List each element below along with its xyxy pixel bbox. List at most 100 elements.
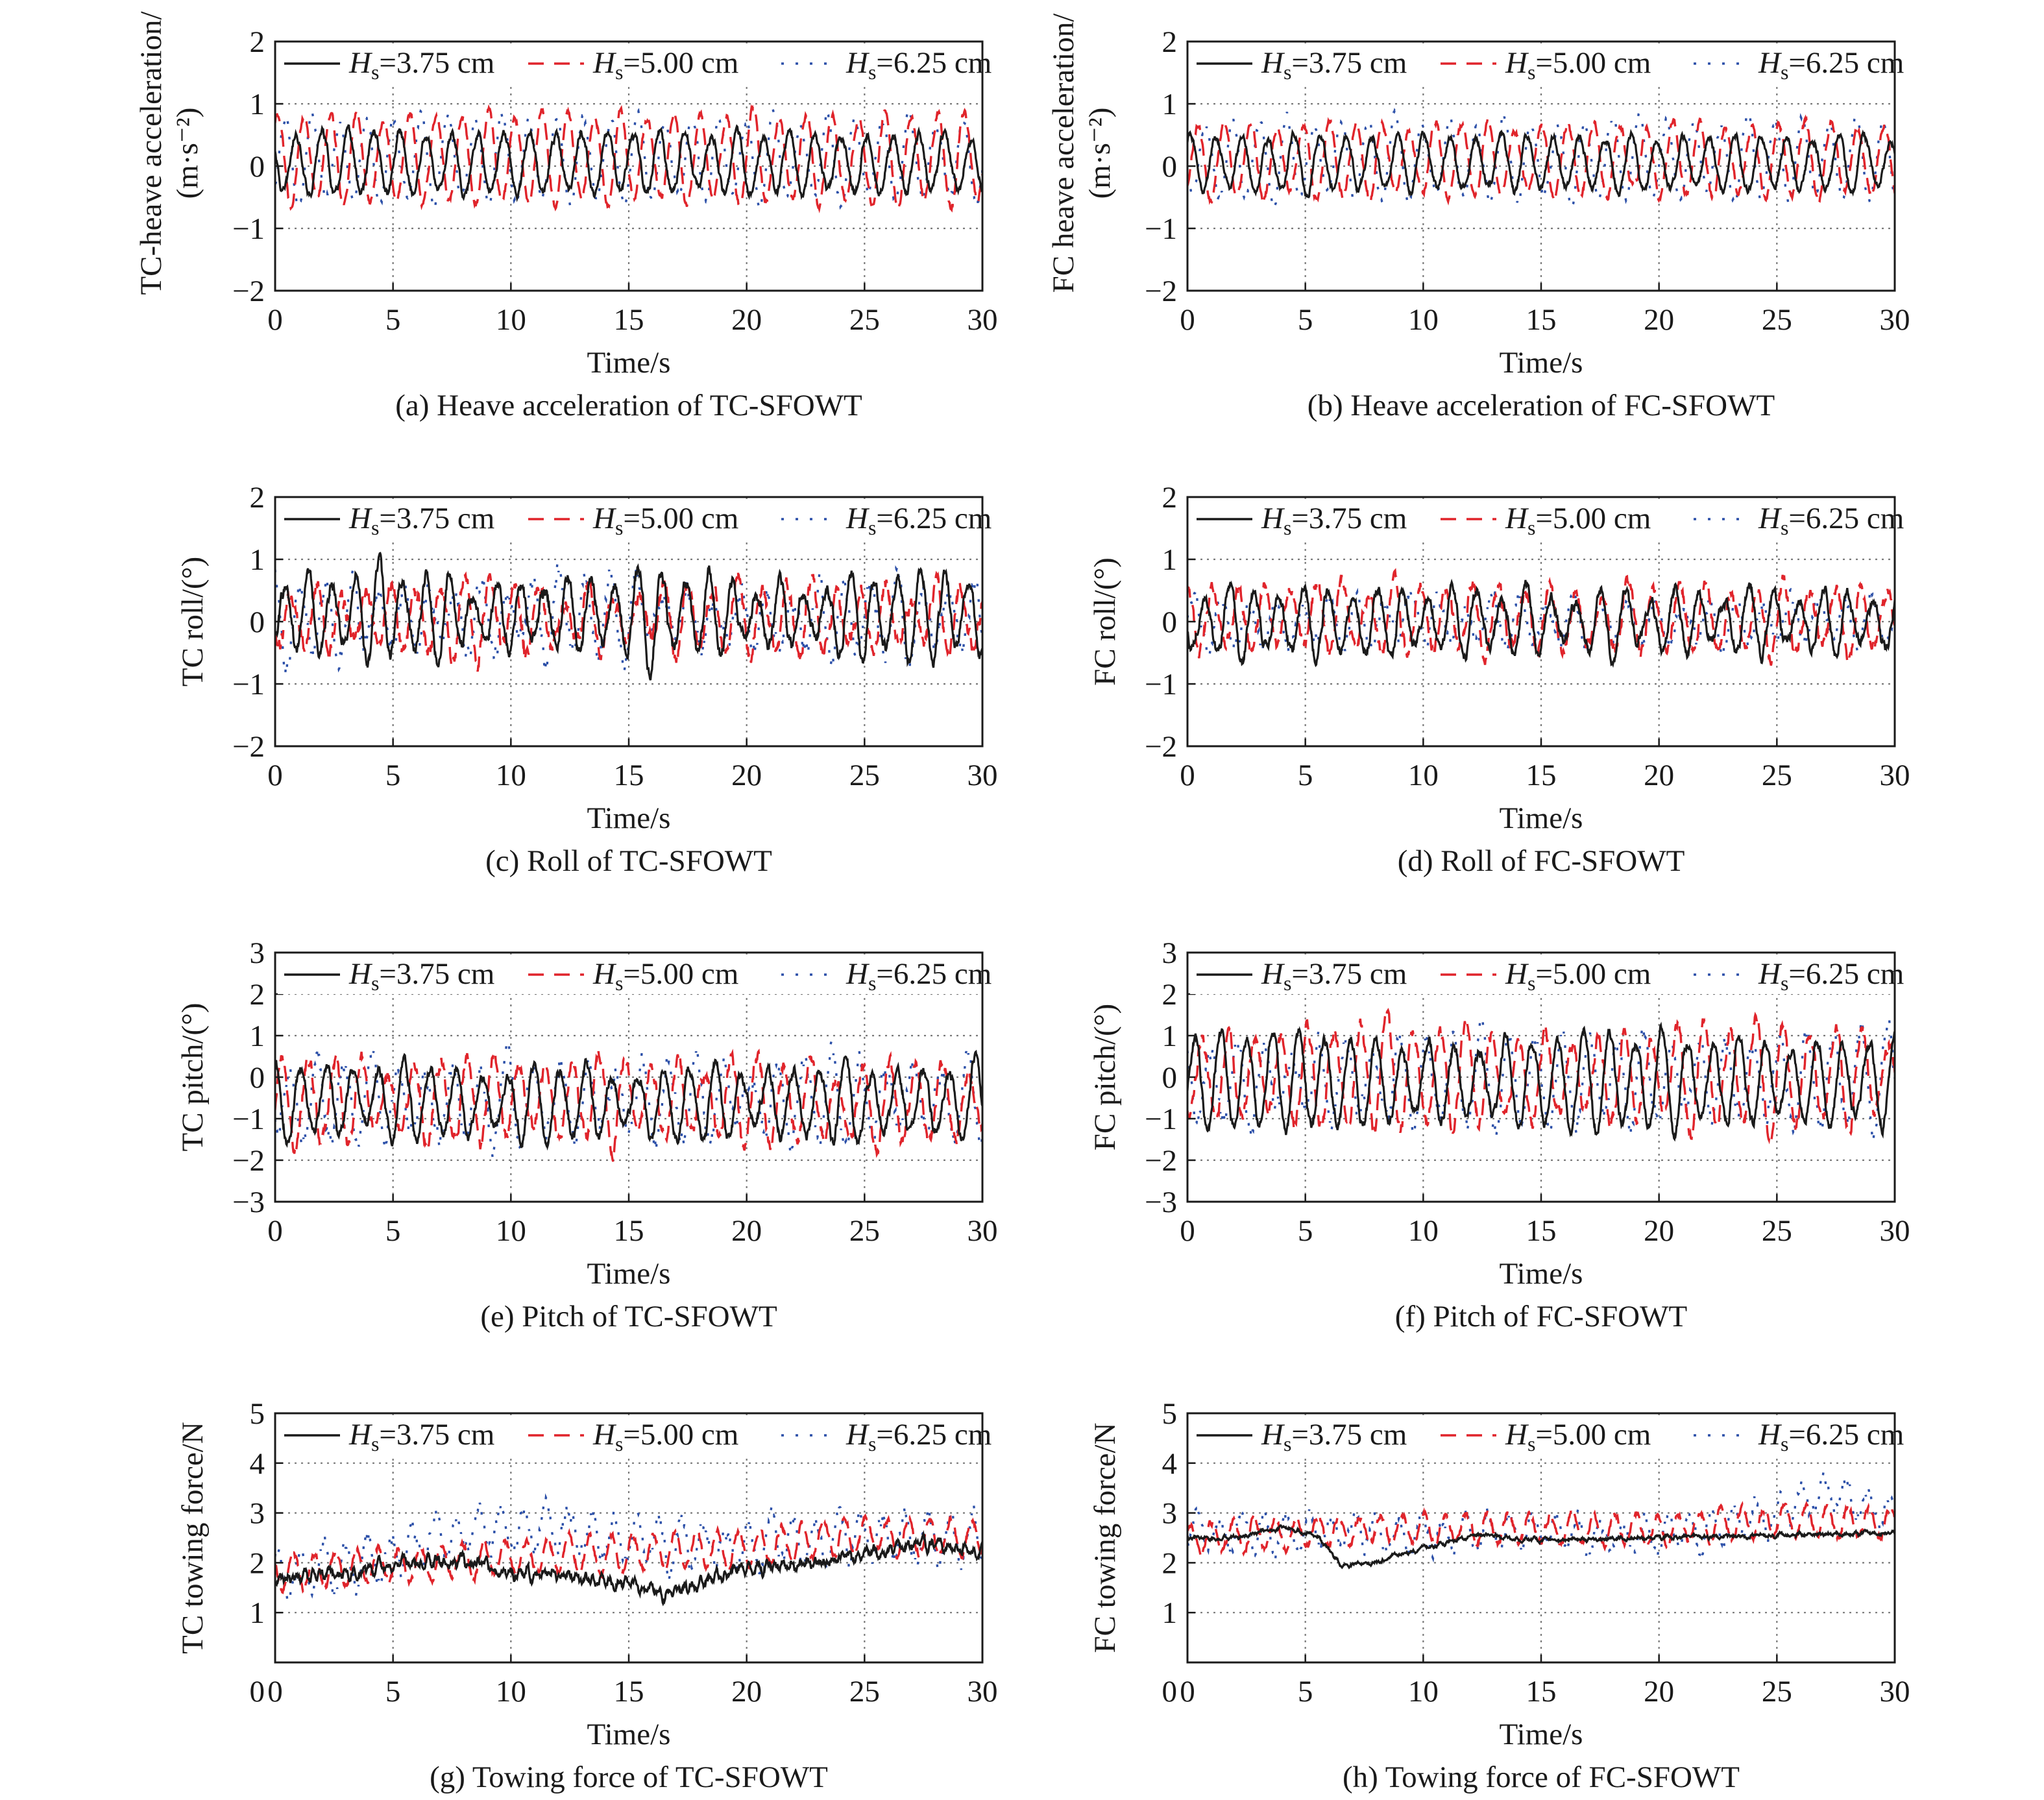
- legend-entry-3: Hs=6.25 cm: [846, 502, 992, 539]
- legend-entry-1: Hs=3.75 cm: [348, 502, 494, 539]
- x-tick-label: 25: [1762, 1214, 1792, 1248]
- y-tick-label: 4: [1162, 1447, 1178, 1481]
- legend-subscript: s: [1284, 1432, 1291, 1455]
- y-tick-label: 1: [250, 88, 265, 121]
- x-axis-label: Time/s: [587, 1257, 671, 1291]
- legend-subscript: s: [1781, 516, 1788, 539]
- legend-value: =5.00 cm: [1535, 502, 1651, 535]
- x-tick-label: 30: [1880, 1675, 1910, 1709]
- x-tick-label: 20: [731, 1675, 762, 1709]
- legend-subscript: s: [615, 60, 623, 84]
- series-line-1: [1187, 1524, 1895, 1570]
- panel-caption: (h) Towing force of FC-SFOWT: [1343, 1760, 1740, 1794]
- legend-value: =5.00 cm: [1535, 1418, 1651, 1452]
- x-tick-label: 30: [967, 1675, 998, 1709]
- x-tick-label: 5: [385, 1214, 401, 1248]
- legend-value: =6.25 cm: [876, 46, 992, 80]
- x-tick-label: 10: [496, 1675, 526, 1709]
- x-tick-label: 20: [731, 1214, 762, 1248]
- legend-entry-2: Hs=5.00 cm: [1505, 957, 1651, 995]
- x-axis-label: Time/s: [587, 346, 671, 380]
- y-tick-label: 3: [1162, 936, 1178, 970]
- x-tick-label: 20: [1644, 303, 1674, 337]
- y-tick-label: 0: [250, 150, 265, 184]
- x-tick-label: 25: [1762, 303, 1792, 337]
- x-tick-label: 10: [1408, 759, 1439, 792]
- panel-caption: (c) Roll of TC-SFOWT: [485, 844, 772, 878]
- panel-caption: (g) Towing force of TC-SFOWT: [430, 1760, 828, 1794]
- y-tick-label: 4: [250, 1447, 265, 1481]
- x-tick-label: 15: [614, 303, 644, 337]
- legend-symbol: H: [1261, 1418, 1285, 1452]
- legend-subscript: s: [1781, 971, 1788, 995]
- legend-symbol: H: [1758, 1418, 1782, 1452]
- legend-subscript: s: [615, 516, 623, 539]
- legend-symbol: H: [1758, 957, 1782, 991]
- x-tick-label: 10: [496, 1214, 526, 1248]
- legend-symbol: H: [1505, 46, 1529, 80]
- legend-subscript: s: [1527, 60, 1535, 84]
- legend-subscript: s: [868, 516, 876, 539]
- y-tick-label: 2: [250, 25, 265, 59]
- y-tick-label: 1: [250, 1596, 265, 1630]
- legend-symbol: H: [348, 502, 373, 535]
- legend-subscript: s: [1781, 60, 1788, 84]
- panel-caption: (b) Heave acceleration of FC-SFOWT: [1308, 389, 1775, 422]
- y-tick-label: 5: [250, 1397, 265, 1431]
- series-line-2: [1187, 1500, 1895, 1557]
- legend-value: =3.75 cm: [1291, 502, 1407, 535]
- x-tick-label: 15: [1526, 303, 1557, 337]
- x-tick-label: 30: [967, 303, 998, 337]
- legend-entry-2: Hs=5.00 cm: [1505, 46, 1651, 84]
- y-tick-label: 1: [1162, 1019, 1178, 1053]
- legend-value: =5.00 cm: [623, 957, 738, 991]
- legend-symbol: H: [592, 46, 617, 80]
- x-tick-label: 0: [267, 303, 283, 337]
- legend-subscript: s: [371, 1432, 379, 1455]
- legend-entry-3: Hs=6.25 cm: [1758, 957, 1904, 995]
- x-axis-label: Time/s: [1500, 346, 1583, 380]
- x-tick-label: 5: [1298, 303, 1313, 337]
- y-tick-label: 0: [250, 605, 265, 639]
- legend-subscript: s: [371, 971, 379, 995]
- x-tick-label: 15: [1526, 759, 1557, 792]
- panel-caption: (f) Pitch of FC-SFOWT: [1395, 1300, 1687, 1333]
- x-tick-label: 0: [1180, 1675, 1195, 1709]
- x-tick-label: 10: [1408, 303, 1439, 337]
- legend-symbol: H: [1758, 46, 1782, 80]
- x-tick-label: 0: [267, 759, 283, 792]
- y-axis-label: TC towing force/N: [176, 1422, 210, 1654]
- legend-symbol: H: [348, 957, 373, 991]
- legend-background: [278, 955, 980, 994]
- series-line-1: [275, 124, 982, 202]
- series-line-2: [1187, 114, 1895, 206]
- legend-entry-1: Hs=3.75 cm: [1261, 46, 1407, 84]
- legend-value: =6.25 cm: [1788, 1418, 1904, 1452]
- series-line-3: [275, 1038, 982, 1160]
- x-tick-label: 5: [1298, 759, 1313, 792]
- y-tick-label: −1: [232, 668, 265, 701]
- x-tick-label: 30: [967, 1214, 998, 1248]
- legend-value: =3.75 cm: [379, 1418, 494, 1452]
- panel-caption: (a) Heave acceleration of TC-SFOWT: [395, 389, 862, 422]
- legend-value: =3.75 cm: [379, 957, 494, 991]
- series-line-2: [1187, 568, 1895, 666]
- legend: Hs=3.75 cm Hs=5.00 cm Hs=6.25 cm: [1190, 1416, 1904, 1455]
- panel-caption: (e) Pitch of TC-SFOWT: [480, 1300, 777, 1333]
- legend-subscript: s: [1527, 516, 1535, 539]
- y-tick-label: 1: [1162, 1596, 1178, 1630]
- y-tick-label: 2: [1162, 481, 1178, 515]
- legend-value: =6.25 cm: [876, 957, 992, 991]
- x-axis-label: Time/s: [587, 801, 671, 835]
- x-tick-label: 0: [267, 1214, 283, 1248]
- legend-entry-3: Hs=6.25 cm: [846, 957, 992, 995]
- legend-entry-1: Hs=3.75 cm: [1261, 502, 1407, 539]
- legend-symbol: H: [846, 46, 870, 80]
- origin-tick-label: 0: [250, 1675, 265, 1709]
- series-line-2: [275, 1048, 982, 1162]
- legend-value: =6.25 cm: [1788, 502, 1904, 535]
- y-tick-label: 2: [1162, 1546, 1178, 1580]
- x-tick-label: 5: [1298, 1675, 1313, 1709]
